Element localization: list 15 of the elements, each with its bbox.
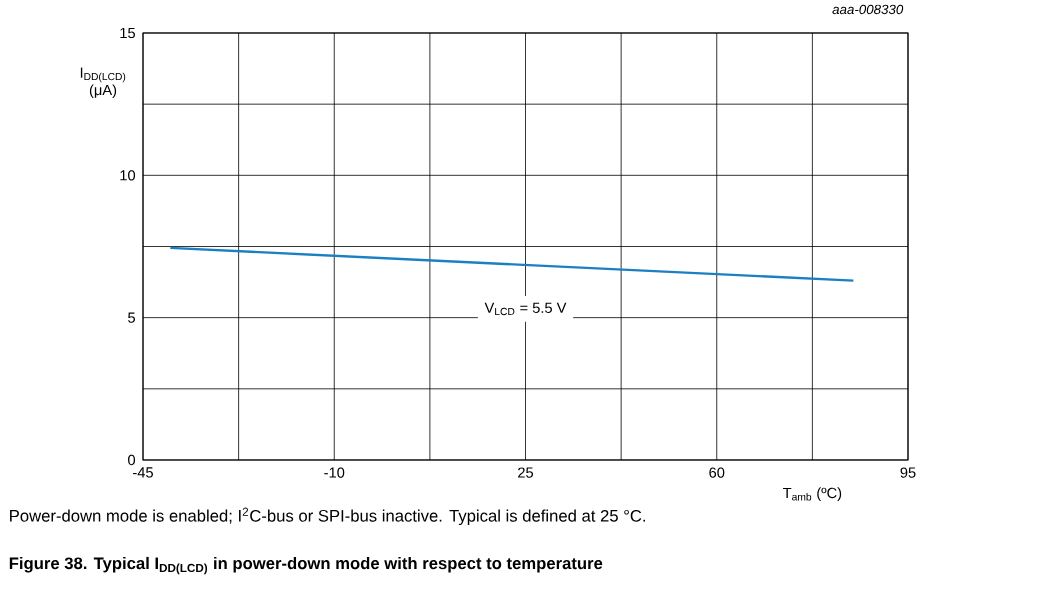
y-tick-label: 15 xyxy=(120,27,135,39)
x-axis-title: T$_{amb}$ (ºC) xyxy=(783,487,842,502)
text: Power-down mode is enabled; I$^{2}$C-bus or SPI-bus inactive. Typical is defined at 25 °C. xyxy=(10,507,646,526)
y-tick-label: 5 xyxy=(128,312,135,323)
y-tick-label: 10 xyxy=(120,170,136,181)
x-tick-label: 60 xyxy=(709,467,725,478)
text: aaa-008330 xyxy=(832,4,904,15)
x-tick-label: -45 xyxy=(133,467,153,478)
x-tick-label: 25 xyxy=(518,467,534,478)
x-tick-label: 95 xyxy=(900,467,916,478)
x-tick-label: -10 xyxy=(324,467,345,478)
y-tick-label: 0 xyxy=(128,454,136,466)
text: Figure 38. Typical I$_{DD(LCD)}$ in power-down mode with respect to temperature xyxy=(9,556,603,575)
y-axis-title: I$_{DD(LCD)}$ (μA) xyxy=(80,67,126,99)
text: V$_{LCD}$ = 5.5 V xyxy=(484,302,567,316)
